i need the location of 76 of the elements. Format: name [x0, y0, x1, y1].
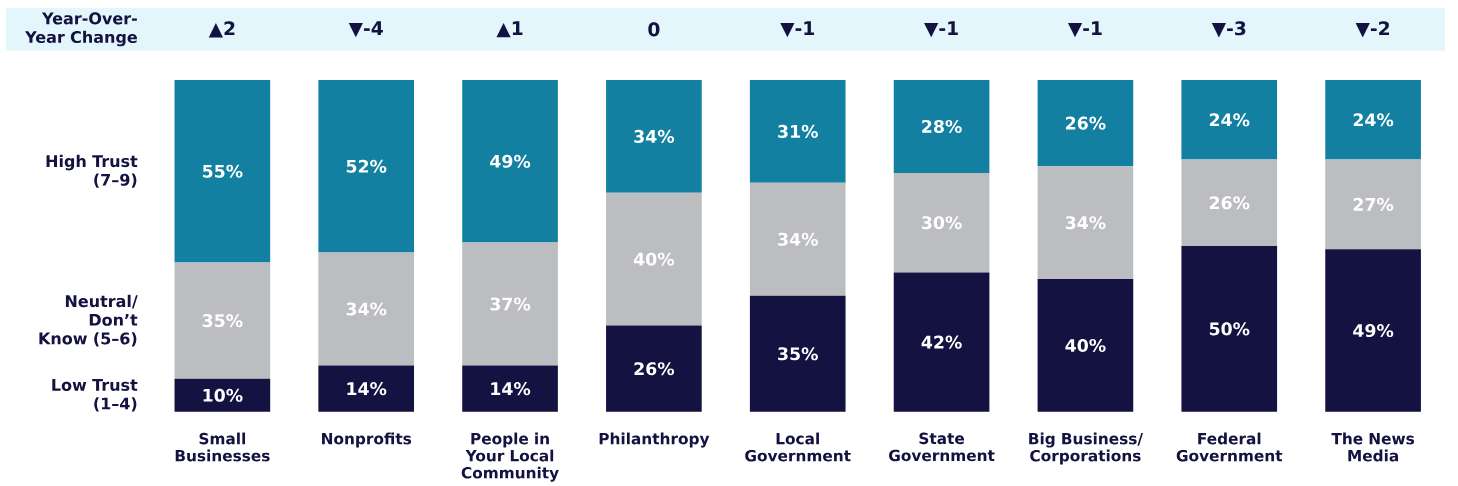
data-label: 28% [922, 119, 962, 133]
bar [749, 182, 846, 296]
bar [606, 192, 702, 326]
text: Neutral/ Don’t Know (5–6) [39, 294, 138, 347]
data-label: 10% [203, 388, 243, 402]
bar [1181, 79, 1278, 160]
x-tick-label: Big Business/ Corporations [1029, 432, 1143, 465]
data-label: 31% [778, 124, 818, 138]
text: ▼-1 [1067, 21, 1102, 38]
bar [606, 79, 702, 193]
x-tick-label: State Government [889, 432, 995, 462]
bar [462, 242, 558, 366]
data-label: 52% [346, 159, 387, 173]
data-label: 49% [1353, 323, 1394, 338]
text: Year-Over-Year Change [25, 12, 137, 47]
x-tick-label: Local Government [745, 432, 851, 462]
x-tick-label: Federal Government [1176, 432, 1283, 462]
data-label: 14% [347, 382, 387, 396]
bar [1325, 79, 1421, 160]
data-label: 34% [778, 232, 818, 246]
bar [462, 365, 558, 412]
x-tick-label: Nonprofits [322, 432, 412, 448]
bar [462, 79, 558, 243]
data-label: 34% [634, 129, 675, 143]
x-tick-label: People in Your Local Community [461, 432, 559, 482]
bar [893, 79, 990, 173]
text: ▲2 [208, 21, 235, 38]
bar [749, 79, 846, 183]
bar [749, 295, 846, 412]
text: ▲1 [496, 21, 523, 38]
data-label: 24% [1353, 113, 1394, 127]
bar [893, 172, 990, 273]
bar [174, 262, 271, 379]
data-label: 26% [634, 362, 675, 376]
data-label: 49% [490, 154, 531, 168]
bar [174, 378, 271, 412]
bar [1325, 249, 1421, 412]
bar [606, 325, 702, 412]
data-label: 40% [633, 252, 675, 266]
text: ▼-1 [780, 21, 814, 38]
bar [318, 79, 415, 253]
data-label: 50% [1209, 322, 1250, 336]
data-label: 26% [1066, 116, 1106, 130]
data-label: 37% [490, 297, 531, 311]
bar [1181, 159, 1278, 246]
x-tick-label: The News Media [1331, 432, 1415, 462]
data-label: 35% [778, 347, 818, 361]
bar [318, 252, 415, 366]
text: ▼-1 [924, 21, 958, 38]
bar [1325, 159, 1421, 250]
data-label: 30% [921, 216, 962, 230]
data-label: 26% [1209, 196, 1250, 210]
text: ▼-4 [348, 21, 383, 38]
data-label: 55% [202, 164, 243, 178]
x-tick-label: Small Businesses [175, 432, 270, 462]
bar [318, 365, 415, 412]
data-label: 24% [1209, 113, 1250, 127]
text: 0 [648, 22, 660, 37]
bar [1181, 245, 1278, 412]
bar [1037, 79, 1134, 167]
text: High Trust (7–9) [46, 154, 138, 188]
text: ▼-2 [1355, 21, 1390, 38]
bar [1037, 279, 1134, 412]
data-label: 40% [1065, 338, 1106, 352]
data-label: 34% [346, 302, 387, 316]
bar [174, 79, 271, 263]
text: ▼-3 [1211, 21, 1246, 38]
text: Low Trust (1–4) [52, 379, 138, 412]
bar [893, 272, 990, 412]
x-tick-label: Philanthropy [599, 432, 710, 448]
data-label: 27% [1353, 197, 1394, 211]
data-label: 35% [202, 314, 243, 328]
data-label: 14% [491, 382, 531, 396]
data-label: 42% [921, 335, 962, 349]
bar [1037, 166, 1134, 280]
data-label: 34% [1065, 216, 1106, 230]
